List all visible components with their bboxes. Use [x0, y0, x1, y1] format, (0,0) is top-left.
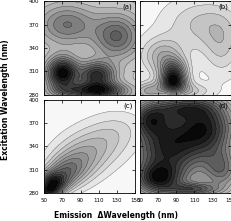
Text: (a): (a) — [122, 4, 132, 10]
Text: (c): (c) — [122, 102, 132, 109]
Text: Excitation Wavelength (nm): Excitation Wavelength (nm) — [1, 39, 10, 160]
Text: (d): (d) — [217, 102, 227, 109]
Text: (b): (b) — [217, 4, 227, 10]
Text: Emission  ΔWavelength (nm): Emission ΔWavelength (nm) — [54, 211, 177, 220]
